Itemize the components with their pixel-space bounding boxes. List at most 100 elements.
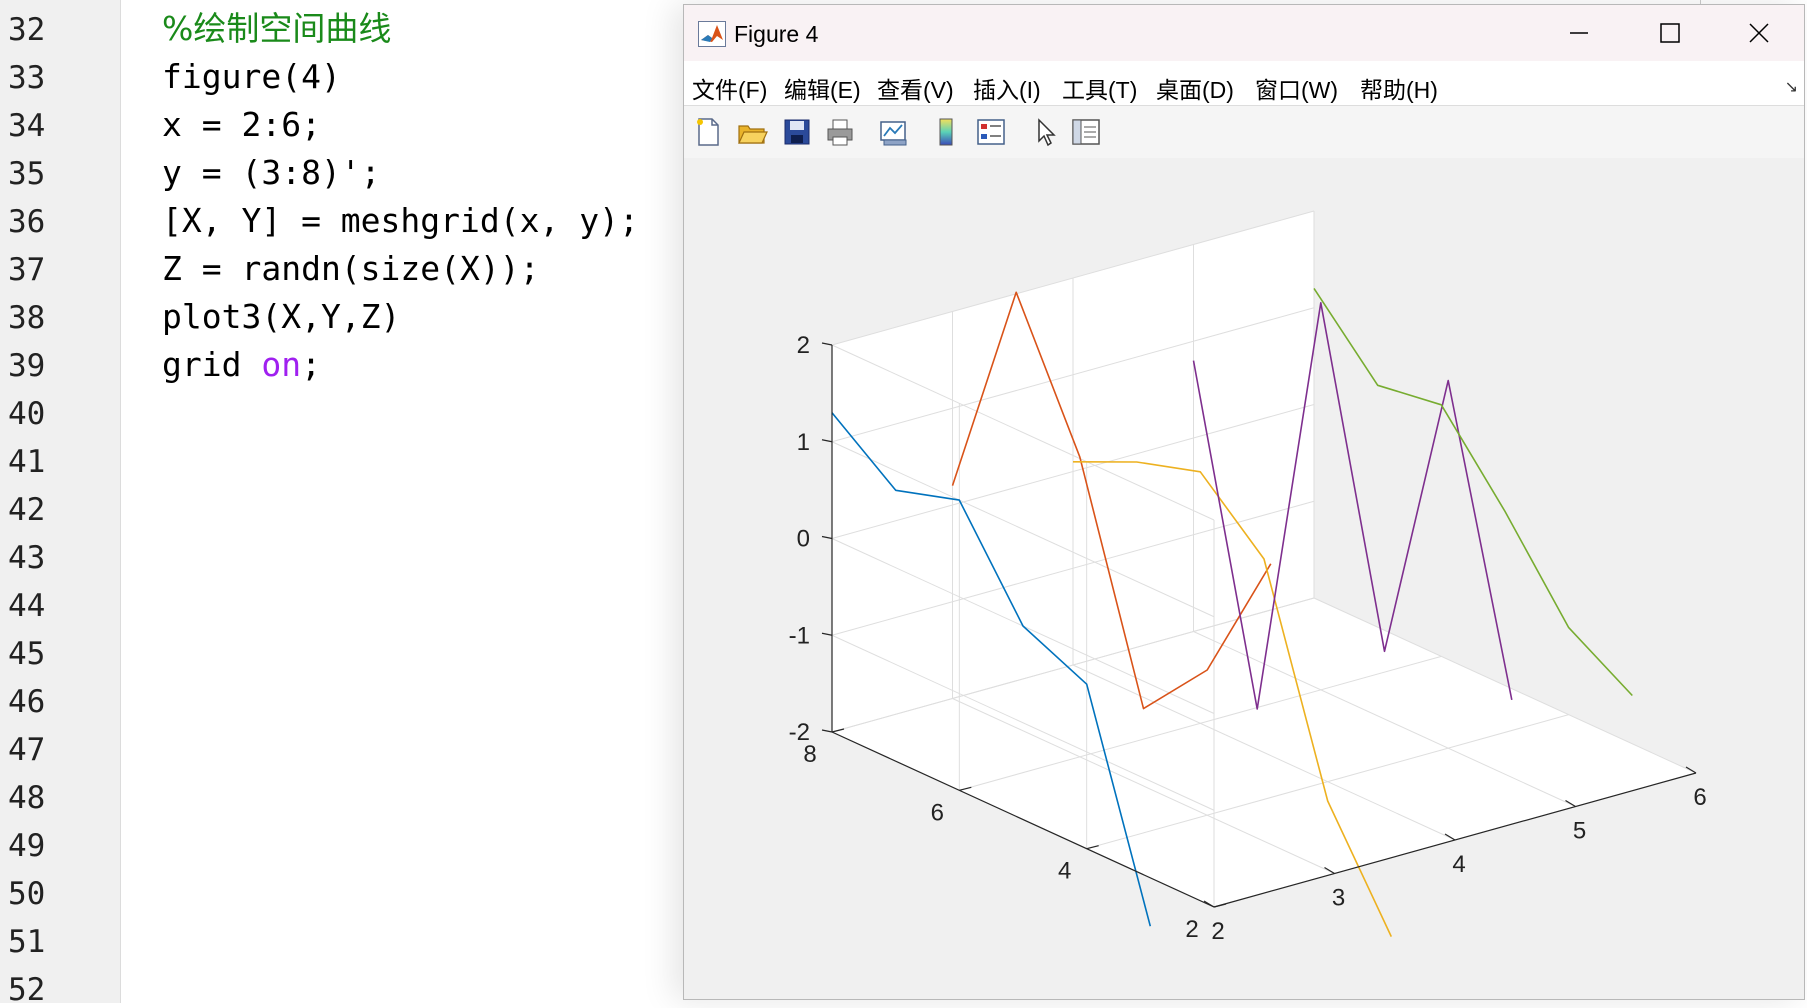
line-number: 45 [8, 636, 46, 672]
code-line[interactable]: grid on; [162, 346, 321, 384]
menu-file[interactable]: 文件(F) [692, 77, 768, 103]
line-number: 34 [8, 108, 46, 144]
wall-gridline [831, 634, 1215, 811]
line-number: 48 [8, 780, 46, 816]
print-icon[interactable] [824, 116, 856, 148]
matlab-logo-icon [698, 21, 726, 47]
menu-view[interactable]: 查看(V) [877, 77, 954, 103]
code-line[interactable]: [X, Y] = meshgrid(x, y); [162, 201, 639, 240]
line-number: 39 [8, 348, 46, 384]
line-number: 51 [8, 924, 46, 960]
menu-bar: 文件(F) 编辑(E) 查看(V) 插入(I) 工具(T) 桌面(D) 窗口(W… [684, 61, 1804, 105]
plot3-axes[interactable]: 2 3 4 5 6 2 4 6 8-2 -1 0 1 2 [684, 158, 1804, 999]
menu-help[interactable]: 帮助(H) [1360, 77, 1438, 103]
line-number: 43 [8, 540, 46, 576]
z-tick-label: -1 [789, 622, 810, 649]
x-tick [1324, 866, 1335, 875]
z-tick [821, 729, 833, 733]
minimize-button[interactable] [1534, 5, 1624, 61]
x-tick [1203, 900, 1215, 908]
y-tick-label: 2 [1185, 916, 1198, 943]
series-line-3 [1072, 460, 1393, 937]
menu-desktop[interactable]: 桌面(D) [1156, 77, 1234, 103]
x-tick-label: 3 [1332, 885, 1345, 912]
wall-gridline [831, 500, 1315, 636]
save-icon[interactable] [781, 116, 813, 148]
code-text: ; [301, 345, 321, 384]
y-tick-label: 6 [931, 799, 944, 826]
colorbar-icon[interactable] [930, 116, 962, 148]
y-tick [831, 728, 845, 733]
y-tick [1213, 903, 1227, 908]
x-tick [1565, 799, 1576, 808]
series-line-5 [1313, 287, 1633, 697]
code-line-comment[interactable]: %绘制空间曲线 [162, 9, 392, 48]
open-file-icon[interactable] [736, 116, 768, 148]
z-tick [821, 439, 833, 443]
minimize-icon [1570, 32, 1588, 34]
wall-gridline [831, 597, 1315, 733]
legend-icon[interactable] [975, 116, 1007, 148]
x-tick [1685, 766, 1697, 774]
series-line-1 [831, 412, 1152, 927]
z-tick-label: 2 [797, 332, 810, 359]
z-tick [821, 535, 833, 540]
code-line[interactable]: Z = randn(size(X)); [162, 249, 540, 288]
close-icon [1749, 23, 1769, 43]
x-tick-label: 4 [1452, 851, 1465, 878]
new-figure-icon[interactable] [692, 116, 724, 148]
floor-gridline [1072, 664, 1456, 841]
floor-gridline [1313, 597, 1697, 774]
x-tick-label: 2 [1211, 918, 1224, 945]
code-text: grid [162, 345, 262, 384]
line-number: 38 [8, 300, 46, 336]
line-number: 42 [8, 492, 46, 528]
maximize-button[interactable] [1624, 5, 1714, 61]
code-line[interactable]: x = 2:6; [162, 105, 321, 144]
line-number: 36 [8, 204, 46, 240]
maximize-icon [1660, 23, 1680, 43]
close-button[interactable] [1714, 5, 1804, 61]
code-line[interactable]: y = (3:8)'; [162, 153, 381, 192]
line-number: 40 [8, 396, 46, 432]
y-tick-label: 4 [1058, 858, 1071, 885]
toolbar-toggle-icon[interactable]: ↘ [1784, 77, 1798, 96]
line-number: 44 [8, 588, 46, 624]
line-number: 32 [8, 12, 46, 48]
figure-canvas[interactable]: 2 3 4 5 6 2 4 6 8 -2 -1 0 1 2 [684, 158, 1804, 999]
wall-gridline [831, 307, 1315, 443]
y-axis-line [831, 731, 1215, 908]
wall-gridline [831, 210, 1315, 346]
wall-gridline [831, 441, 1215, 618]
x-tick-label: 5 [1573, 818, 1586, 845]
figure-toolbar [684, 105, 1804, 159]
floor-gridline [1193, 631, 1576, 807]
code-line[interactable]: figure(4) [162, 57, 341, 96]
code-line[interactable]: plot3(X,Y,Z) [162, 297, 401, 336]
z-tick-label: 1 [797, 429, 810, 456]
line-number: 50 [8, 876, 46, 912]
z-tick [821, 342, 833, 346]
menu-insert[interactable]: 插入(I) [973, 77, 1041, 103]
x-tick [1444, 833, 1456, 841]
menu-edit[interactable]: 编辑(E) [784, 77, 861, 103]
link-plot-icon[interactable] [878, 116, 910, 148]
floor-gridline [952, 698, 1335, 874]
line-number: 47 [8, 732, 46, 768]
wall-gridline [831, 344, 1215, 521]
z-tick-label: -2 [789, 719, 810, 746]
menu-window[interactable]: 窗口(W) [1255, 77, 1339, 103]
line-number: 35 [8, 156, 46, 192]
z-tick [821, 632, 833, 636]
x-tick-label: 6 [1693, 784, 1706, 811]
title-bar[interactable]: Figure 4 [684, 5, 1804, 61]
y-tick [1086, 845, 1099, 850]
y-tick [959, 786, 972, 791]
floor-gridline [1086, 714, 1569, 850]
property-editor-icon[interactable] [1070, 116, 1102, 148]
figure-window[interactable]: Figure 4 文件(F) 编辑(E) 查看(V) 插入(I) 工具(T) 桌… [683, 4, 1805, 1000]
menu-tools[interactable]: 工具(T) [1062, 77, 1138, 103]
pointer-icon[interactable] [1030, 116, 1062, 148]
line-number: 41 [8, 444, 46, 480]
line-number: 37 [8, 252, 46, 288]
